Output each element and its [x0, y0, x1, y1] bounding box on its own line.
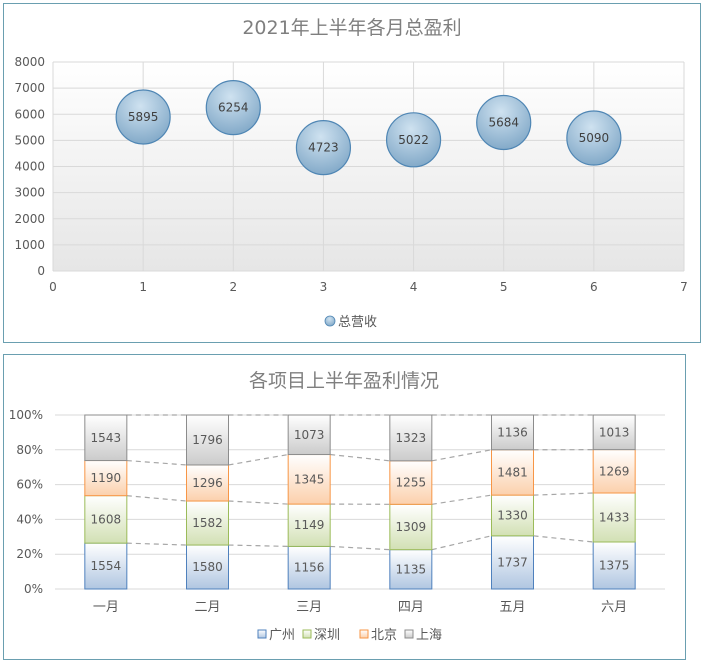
- series-line: [127, 496, 187, 501]
- legend-marker: [258, 630, 266, 638]
- x-tick-label: 6: [590, 280, 598, 294]
- legend-marker: [360, 630, 368, 638]
- y-tick-label: 5000: [14, 133, 45, 147]
- x-tick-label: 2: [229, 280, 237, 294]
- data-label: 5022: [398, 133, 429, 147]
- data-label: 4723: [308, 141, 339, 155]
- data-label: 5684: [488, 116, 519, 130]
- y-tick-label: 1000: [14, 238, 45, 252]
- x-tick-label: 0: [49, 280, 57, 294]
- series-line: [330, 546, 390, 549]
- data-label: 1309: [396, 520, 427, 534]
- series-line: [534, 536, 594, 542]
- series-line: [330, 455, 390, 461]
- data-label: 1796: [192, 433, 223, 447]
- legend-label: 总营收: [338, 315, 377, 330]
- data-label: 5895: [128, 110, 159, 124]
- x-tick-label: 1: [139, 280, 147, 294]
- legend-label: 北京: [371, 628, 397, 643]
- legend: 广州 深圳 北京 上海: [258, 628, 442, 643]
- y-tick-label: 0: [37, 264, 45, 278]
- series-line: [229, 545, 289, 546]
- series-line: [432, 536, 492, 550]
- y-tick-label: 3000: [14, 186, 45, 200]
- y-tick-label: 0%: [24, 582, 43, 596]
- data-label: 1580: [192, 560, 223, 574]
- y-tick-label: 100%: [9, 408, 43, 422]
- data-label: 1582: [192, 516, 223, 530]
- y-tick-label: 2000: [14, 212, 45, 226]
- chart-title: 2021年上半年各月总盈利: [242, 17, 461, 39]
- series-line: [229, 501, 289, 504]
- data-label: 6254: [218, 101, 249, 115]
- series-line: [127, 461, 187, 465]
- legend-label: 深圳: [314, 628, 340, 643]
- x-tick-label: 7: [680, 280, 688, 294]
- bubble-chart-panel: 2021年上半年各月总盈利 0 1000 2000 3000 4000 5000 6000 7…: [3, 3, 701, 343]
- data-label: 1149: [294, 518, 325, 532]
- data-label: 1345: [294, 472, 325, 486]
- data-label: 1375: [599, 558, 630, 572]
- series-line: [534, 493, 594, 495]
- data-label: 1737: [497, 555, 528, 569]
- data-label: 1135: [396, 562, 427, 576]
- x-tick-label: 三月: [296, 600, 322, 615]
- series-line: [432, 495, 492, 504]
- legend-label: 广州: [269, 628, 295, 643]
- stacked-bar-chart-panel: 各项目上半年盈利情况 0% 20% 40% 60% 80% 100% 1554 1608 119…: [3, 354, 686, 660]
- legend-marker: [325, 316, 335, 326]
- data-label: 1543: [91, 431, 122, 445]
- legend-marker: [303, 630, 311, 638]
- series-line: [127, 543, 187, 545]
- legend-label: 上海: [416, 628, 442, 643]
- data-label: 1433: [599, 511, 630, 525]
- chart-title: 各项目上半年盈利情况: [249, 370, 439, 392]
- y-tick-label: 40%: [16, 512, 43, 526]
- legend: 总营收: [325, 315, 377, 330]
- y-tick-label: 8000: [14, 55, 45, 69]
- data-label: 1255: [396, 476, 427, 490]
- data-label: 1330: [497, 508, 528, 522]
- legend-marker: [405, 630, 413, 638]
- x-tick-label: 五月: [499, 600, 525, 615]
- y-tick-label: 80%: [16, 443, 43, 457]
- x-tick-label: 3: [320, 280, 328, 294]
- data-label: 1481: [497, 465, 528, 479]
- y-tick-label: 6000: [14, 107, 45, 121]
- data-label: 5090: [579, 131, 610, 145]
- data-label: 1156: [294, 561, 325, 575]
- x-tick-label: 六月: [601, 600, 627, 615]
- data-label: 1296: [192, 476, 223, 490]
- x-tick-label: 二月: [194, 600, 220, 615]
- x-tick-label: 5: [500, 280, 508, 294]
- y-tick-label: 20%: [16, 547, 43, 561]
- series-line: [432, 450, 492, 461]
- data-label: 1190: [91, 471, 122, 485]
- bubble-chart: 2021年上半年各月总盈利 0 1000 2000 3000 4000 5000 6000 7…: [4, 4, 700, 342]
- y-tick-label: 7000: [14, 81, 45, 95]
- data-label: 1136: [497, 425, 528, 439]
- data-label: 1073: [294, 428, 325, 442]
- data-label: 1013: [599, 425, 630, 439]
- data-label: 1608: [91, 512, 122, 526]
- y-tick-label: 4000: [14, 160, 45, 174]
- x-tick-label: 四月: [398, 600, 424, 615]
- series-line: [229, 455, 289, 465]
- data-label: 1554: [91, 559, 122, 573]
- y-tick-label: 60%: [16, 478, 43, 492]
- x-tick-label: 4: [410, 280, 418, 294]
- x-tick-label: 一月: [93, 600, 119, 615]
- data-label: 1323: [396, 431, 427, 445]
- data-label: 1269: [599, 464, 630, 478]
- stacked-bar-chart: 各项目上半年盈利情况 0% 20% 40% 60% 80% 100% 1554 1608 119…: [4, 355, 685, 659]
